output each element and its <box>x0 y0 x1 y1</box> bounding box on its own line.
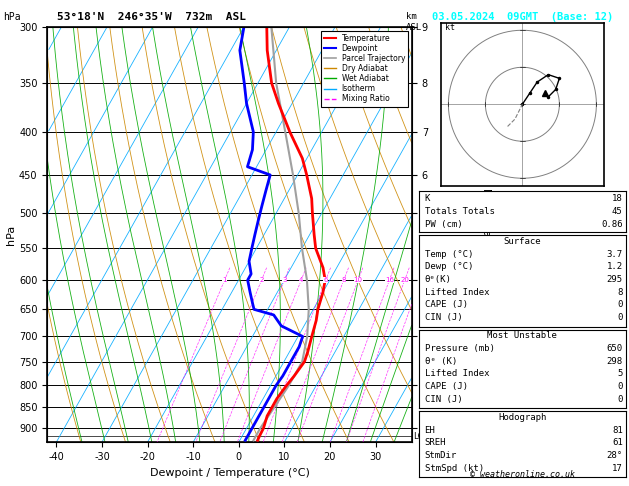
Text: Totals Totals: Totals Totals <box>425 207 494 216</box>
Text: 2: 2 <box>259 277 264 283</box>
Text: 1.2: 1.2 <box>606 262 623 271</box>
Text: 1: 1 <box>223 277 227 283</box>
X-axis label: Dewpoint / Temperature (°C): Dewpoint / Temperature (°C) <box>150 468 309 478</box>
Text: 3: 3 <box>282 277 287 283</box>
Text: 298: 298 <box>606 357 623 365</box>
Text: 8: 8 <box>617 288 623 296</box>
Text: 0: 0 <box>617 382 623 391</box>
Y-axis label: Mixing Ratio (g/kg): Mixing Ratio (g/kg) <box>481 189 491 280</box>
Text: Hodograph: Hodograph <box>498 413 547 422</box>
Y-axis label: hPa: hPa <box>6 225 16 244</box>
Text: θᵉ(K): θᵉ(K) <box>425 275 452 284</box>
Legend: Temperature, Dewpoint, Parcel Trajectory, Dry Adiabat, Wet Adiabat, Isotherm, Mi: Temperature, Dewpoint, Parcel Trajectory… <box>321 31 408 106</box>
Text: 17: 17 <box>612 464 623 472</box>
Text: 16: 16 <box>385 277 394 283</box>
Text: CAPE (J): CAPE (J) <box>425 382 467 391</box>
Text: Lifted Index: Lifted Index <box>425 369 489 378</box>
Text: EH: EH <box>425 426 435 434</box>
Text: PW (cm): PW (cm) <box>425 220 462 228</box>
Text: 18: 18 <box>612 194 623 203</box>
Text: CAPE (J): CAPE (J) <box>425 300 467 309</box>
Text: StmDir: StmDir <box>425 451 457 460</box>
Text: θᵉ (K): θᵉ (K) <box>425 357 457 365</box>
Text: km
ASL: km ASL <box>406 12 422 32</box>
Text: kt: kt <box>445 23 455 32</box>
Text: LCL: LCL <box>413 432 428 441</box>
Text: © weatheronline.co.uk: © weatheronline.co.uk <box>470 469 575 479</box>
Text: 0: 0 <box>617 395 623 403</box>
Text: 6: 6 <box>323 277 328 283</box>
Text: 20: 20 <box>400 277 409 283</box>
Text: 03.05.2024  09GMT  (Base: 12): 03.05.2024 09GMT (Base: 12) <box>431 12 613 22</box>
Text: CIN (J): CIN (J) <box>425 395 462 403</box>
Text: 53°18'N  246°35'W  732m  ASL: 53°18'N 246°35'W 732m ASL <box>57 12 245 22</box>
Text: Surface: Surface <box>504 237 541 246</box>
Text: StmSpd (kt): StmSpd (kt) <box>425 464 484 472</box>
Text: Pressure (mb): Pressure (mb) <box>425 344 494 353</box>
Text: Dewp (°C): Dewp (°C) <box>425 262 473 271</box>
Text: CIN (J): CIN (J) <box>425 313 462 322</box>
Text: 81: 81 <box>612 426 623 434</box>
Text: hPa: hPa <box>3 12 21 22</box>
Text: 28°: 28° <box>606 451 623 460</box>
Text: 8: 8 <box>342 277 346 283</box>
Text: 4: 4 <box>299 277 303 283</box>
Text: 650: 650 <box>606 344 623 353</box>
Text: 10: 10 <box>353 277 363 283</box>
Text: Temp (°C): Temp (°C) <box>425 250 473 259</box>
Text: 3.7: 3.7 <box>606 250 623 259</box>
Text: 0: 0 <box>617 300 623 309</box>
Text: Lifted Index: Lifted Index <box>425 288 489 296</box>
Text: 0.86: 0.86 <box>601 220 623 228</box>
Text: 45: 45 <box>612 207 623 216</box>
Text: 0: 0 <box>617 313 623 322</box>
Text: K: K <box>425 194 430 203</box>
Text: 295: 295 <box>606 275 623 284</box>
Text: 5: 5 <box>617 369 623 378</box>
Text: 61: 61 <box>612 438 623 447</box>
Text: SREH: SREH <box>425 438 446 447</box>
Text: Most Unstable: Most Unstable <box>487 331 557 340</box>
